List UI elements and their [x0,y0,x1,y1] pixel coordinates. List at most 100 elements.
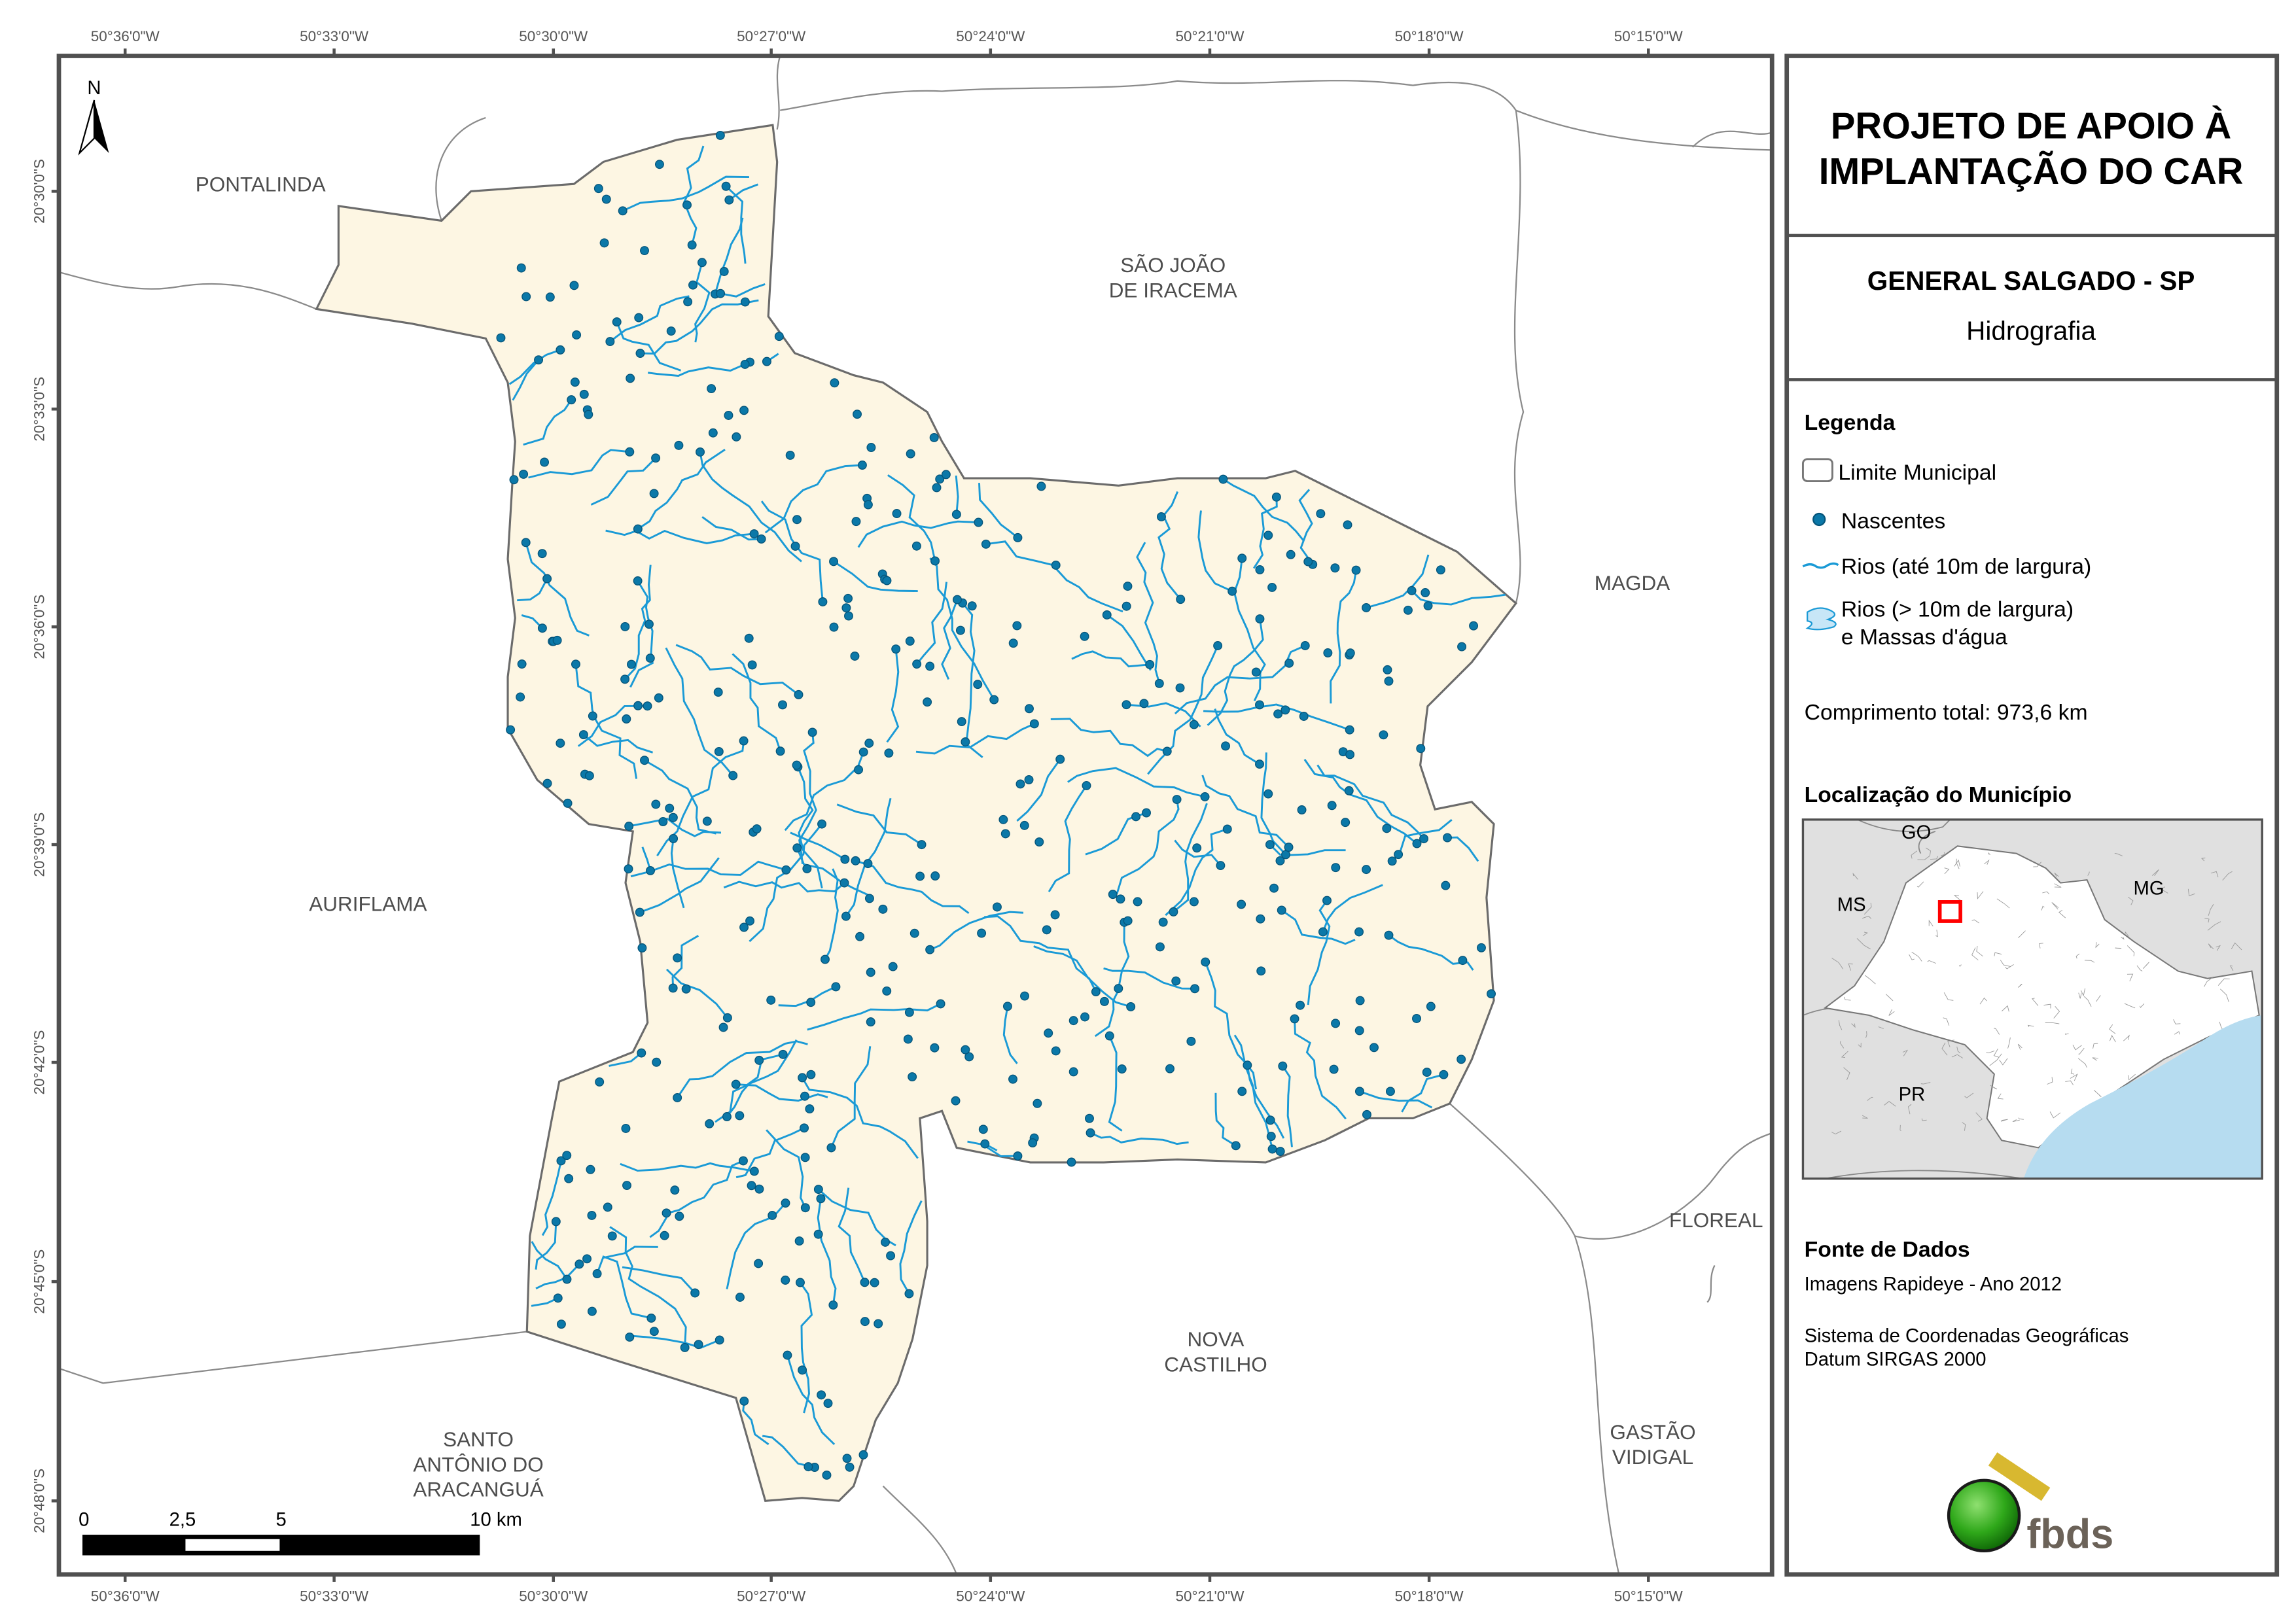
spring-point [682,200,692,210]
spring-point [595,1077,605,1087]
spring-point [1329,1064,1339,1074]
river-segment [1174,839,1222,866]
spring-point [845,1462,855,1472]
latitude-tick: 20°42'0"S [31,1030,48,1095]
legend-label-rivers-large-2: e Massas d'água [1841,625,2007,650]
spring-point [853,410,862,419]
spring-point [826,1143,836,1153]
spring-point [1000,829,1010,839]
river-segment [1108,1035,1123,1132]
inset-municipal-line [1864,975,1876,985]
inset-municipal-line [2123,1034,2130,1041]
river-segment [1411,589,1506,606]
spring-point [738,1156,748,1166]
spring-point [850,651,860,661]
spring-point [1267,582,1277,592]
inset-municipal-line [1838,1020,1843,1030]
spring-point [722,1112,732,1121]
inset-municipal-line [1854,898,1865,904]
spring-point [716,288,726,298]
main-map: PONTALINDA SÃO JOÃO DE IRACEMA MAGDA AUR… [31,28,1775,1604]
place-santo-antonio-1: SANTO [443,1427,514,1451]
inset-municipal-line [1976,946,1983,957]
inset-municipal-line [1920,1082,1931,1085]
river-segment [1136,542,1161,684]
spring-point [728,771,738,780]
inset-municipal-line [1841,1051,1848,1058]
spring-point [509,475,519,485]
river-segment [1307,899,1331,1005]
longitude-tick-top: 50°15'0"W [1614,28,1684,44]
spring-point [564,1174,574,1183]
neighbor-boundaries [59,56,1773,1575]
spring-point [521,538,531,548]
inset-municipal-line [2027,1024,2034,1028]
spring-point [1422,1068,1432,1077]
river-segment [1173,803,1208,913]
spring-point [855,932,865,941]
spring-point [1331,863,1341,873]
river-segment [1222,478,1305,542]
river-segment [1116,799,1180,894]
spring-point [587,1306,597,1316]
spring-point [1457,1055,1466,1064]
spring-point [542,778,552,788]
spring-point [978,1125,988,1134]
svg-text:5: 5 [276,1510,287,1531]
inset-municipal-line [1884,1101,1896,1107]
river-segment [1106,614,1152,671]
inset-municipal-line [1831,1130,1842,1135]
river-segment [609,1226,687,1348]
inset-municipal-line [2201,858,2206,862]
spring-point [1154,678,1164,688]
inset-municipal-line [2045,1022,2060,1024]
municipal-boundary-icon [1801,458,1833,482]
river-segment [899,1200,923,1295]
spring-point [1055,754,1065,764]
spring-point [599,238,609,248]
spring-point [816,1194,826,1204]
spring-point [687,240,697,250]
river-segment [523,399,573,446]
inset-municipal-line [2173,1019,2181,1024]
river-segment [762,1435,815,1469]
spring-point [740,297,750,307]
spring-point [1086,1128,1095,1138]
river-segment [624,565,652,680]
spring-point [1323,648,1333,657]
spring-point [998,814,1008,824]
water-body-icon [1805,607,1837,631]
river-segment [1330,570,1357,704]
sources-title: Fonte de Dados [1805,1237,1970,1262]
spring-point [749,1166,759,1176]
inset-municipal-line [1930,856,1939,860]
inset-municipal-line [1885,994,1894,1002]
inset-municipal-line [2109,1024,2116,1034]
spring-point [1266,1132,1276,1142]
river-segment [801,1077,919,1159]
spring-point [1362,602,1371,612]
spring-point [1421,588,1430,597]
inset-municipal-line [1831,958,1844,969]
spring-point [646,1313,656,1323]
spring-point [673,953,682,963]
inset-municipal-line [2070,1073,2078,1081]
spring-point [1085,1113,1094,1123]
inset-municipal-line [1862,915,1872,919]
inset-municipal-line [1927,960,1936,964]
place-labels: PONTALINDA SÃO JOÃO DE IRACEMA MAGDA AUR… [196,172,1763,1501]
river-segment [845,797,892,917]
inset-municipal-line [1996,898,2010,909]
spring-point [722,1013,732,1022]
spring-point [792,843,802,853]
inset-municipal-line [1862,1115,1868,1119]
spring-point [1036,481,1046,491]
spring-point [923,697,932,707]
spring-point [1008,638,1018,648]
spring-point [1280,705,1290,715]
spring-point [1255,700,1264,710]
spring-point [1237,553,1247,563]
spring-point [1394,850,1404,860]
spring-point [713,688,723,697]
